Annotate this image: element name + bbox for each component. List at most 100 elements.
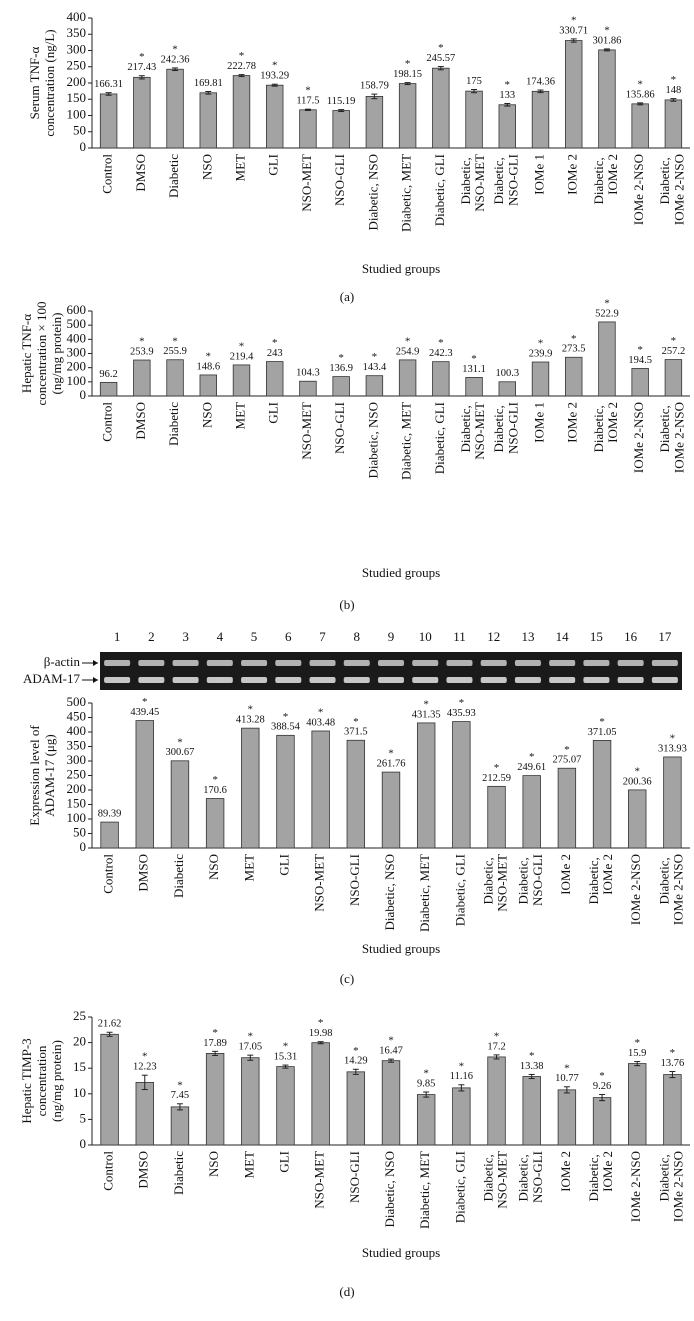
bar xyxy=(133,359,151,397)
lane-number: 4 xyxy=(217,629,224,644)
value-label: 89.39 xyxy=(98,808,122,819)
gel-band xyxy=(343,677,370,683)
gel-band xyxy=(343,660,370,666)
x-tick-label: Diabetic, NSO-GLI xyxy=(491,402,520,454)
bar xyxy=(592,1097,612,1146)
bar xyxy=(381,1060,401,1146)
significance-marker: * xyxy=(388,748,394,760)
significance-marker: * xyxy=(172,335,178,347)
x-tick-label: NSO-MET xyxy=(299,402,314,460)
significance-marker: * xyxy=(564,1062,570,1074)
value-label: 243 xyxy=(267,348,283,359)
lane-number: 9 xyxy=(388,629,395,644)
x-tick-label: Diabetic, NSO xyxy=(365,402,380,479)
significance-marker: * xyxy=(604,24,610,36)
y-axis-label: Serum TNF-α xyxy=(27,46,42,119)
value-label: 301.86 xyxy=(593,35,622,46)
significance-marker: * xyxy=(388,1035,394,1047)
significance-marker: * xyxy=(671,74,677,86)
bar xyxy=(398,359,417,397)
significance-marker: * xyxy=(637,78,643,90)
value-label: 413.28 xyxy=(236,715,265,726)
lane-number: 6 xyxy=(285,629,292,644)
gel-band xyxy=(480,677,507,683)
gel-band xyxy=(275,677,302,683)
bar xyxy=(299,109,317,149)
value-label: 21.62 xyxy=(98,1019,122,1030)
significance-marker: * xyxy=(670,732,676,744)
x-tick-label: NSO xyxy=(199,154,214,180)
gel-band xyxy=(549,660,576,666)
bar xyxy=(205,798,225,849)
significance-marker: * xyxy=(459,697,465,709)
gel-band xyxy=(377,677,405,683)
significance-marker: * xyxy=(634,1037,640,1049)
value-label: 148 xyxy=(666,85,682,96)
gel-band xyxy=(309,660,336,666)
y-tick-label: 400 xyxy=(67,9,87,24)
bar xyxy=(487,785,506,849)
x-tick-label: DMSO xyxy=(136,854,151,892)
y-tick-label: 50 xyxy=(73,824,86,839)
value-label: 17.05 xyxy=(238,1042,262,1053)
bar xyxy=(365,95,384,149)
value-label: 439.45 xyxy=(130,707,159,718)
x-tick-label: Diabetic, IOMe 2 xyxy=(591,154,620,205)
gel-band xyxy=(275,660,302,666)
significance-marker: * xyxy=(272,60,278,72)
x-tick-label: IOMe 2-NSO xyxy=(628,854,643,925)
bar xyxy=(452,1087,471,1146)
significance-marker: * xyxy=(338,352,344,364)
x-tick-label: Diabetic, IOMe 2-NSO xyxy=(656,854,685,925)
y-tick-label: 250 xyxy=(67,766,87,781)
gel-band xyxy=(412,677,439,683)
lane-number: 7 xyxy=(319,629,326,644)
bar xyxy=(365,375,384,397)
bar xyxy=(522,1076,541,1146)
x-tick-label: Diabetic, IOMe 2 xyxy=(586,1151,615,1202)
bar xyxy=(276,734,295,849)
bar xyxy=(381,771,401,849)
band-label: ADAM-17 xyxy=(23,671,81,686)
x-tick-label: Diabetic, IOMe 2 xyxy=(586,854,615,905)
value-label: 239.9 xyxy=(529,348,553,359)
bar xyxy=(631,103,649,149)
y-axis-label: Expression level of xyxy=(27,725,42,826)
bar xyxy=(332,376,350,397)
y-tick-label: 300 xyxy=(67,752,87,767)
significance-marker: * xyxy=(405,58,411,70)
x-tick-label: Diabetic xyxy=(166,154,181,198)
significance-marker: * xyxy=(634,765,640,777)
significance-marker: * xyxy=(505,79,511,91)
y-axis-label: Hepatic TNF-α xyxy=(19,314,34,393)
x-tick-label: MET xyxy=(232,402,247,430)
value-label: 136.9 xyxy=(329,363,353,374)
significance-marker: * xyxy=(599,716,605,728)
bar xyxy=(135,1081,154,1146)
panel-label: (a) xyxy=(340,289,354,304)
bar xyxy=(398,83,417,149)
bar xyxy=(628,1063,647,1146)
x-tick-label: Diabetic, IOMe 2-NSO xyxy=(657,154,686,225)
x-tick-label: NSO-GLI xyxy=(347,854,362,906)
value-label: 249.61 xyxy=(517,762,546,773)
y-axis-label: concentration × 100 xyxy=(34,301,49,405)
y-tick-label: 0 xyxy=(80,839,87,854)
y-axis-label: concentration xyxy=(34,1045,49,1116)
y-axis-label: (ng/mg protein) xyxy=(49,1040,64,1122)
gel-band xyxy=(172,677,199,683)
x-tick-label: IOMe 2 xyxy=(565,154,580,195)
lane-number: 2 xyxy=(148,629,155,644)
x-tick-label: DMSO xyxy=(136,1151,151,1189)
value-label: 222.78 xyxy=(227,61,256,72)
bar xyxy=(166,68,184,149)
panel-label: (b) xyxy=(339,597,354,612)
bar xyxy=(276,1066,295,1146)
gel-band xyxy=(104,677,131,683)
significance-marker: * xyxy=(564,744,570,756)
bar xyxy=(135,720,154,849)
value-label: 133 xyxy=(499,90,515,101)
y-tick-label: 500 xyxy=(67,316,87,331)
value-label: 193.29 xyxy=(260,71,289,82)
value-label: 242.3 xyxy=(429,348,453,359)
